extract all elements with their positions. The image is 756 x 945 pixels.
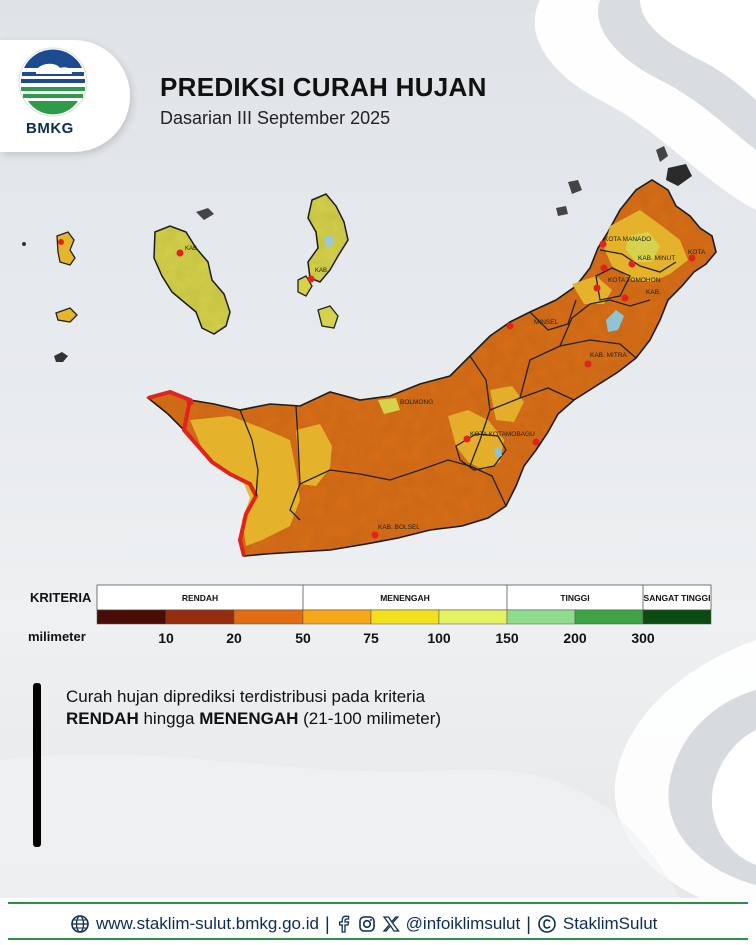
legend-tick-label: 200 (563, 630, 587, 646)
map-label-kota-kotamobagu: KOTA KOTAMOBAGU (470, 431, 535, 438)
talaud-island: KAB. (297, 193, 349, 329)
legend-tick-label: 150 (495, 630, 519, 646)
map-label-kota-tomohon: KOTA TOMOHON (608, 277, 661, 284)
map-label-kab-bolmong: BOLMONG (400, 399, 433, 406)
x-icon[interactable] (382, 915, 400, 933)
description-text: Curah hujan diprediksi terdistribusi pad… (66, 686, 666, 730)
footer-separator-2: | (526, 913, 531, 934)
legend-ticks: 10 20 50 75 100 150 200 300 (158, 630, 655, 646)
legend-category-menengah: MENENGAH (380, 593, 430, 603)
legend-tick-label: 300 (631, 630, 655, 646)
description-line1: Curah hujan diprediksi terdistribusi pad… (66, 687, 426, 706)
facebook-icon[interactable] (336, 915, 352, 933)
globe-icon (70, 914, 90, 934)
legend-swatch (302, 609, 372, 625)
legend-swatch (233, 609, 304, 625)
rainfall-map: KAB. KAB. (22, 146, 717, 557)
legend-category-rendah: RENDAH (182, 593, 218, 603)
legend-tick-label: 100 (427, 630, 451, 646)
footer-social-handle[interactable]: @infoiklimsulut (405, 914, 521, 933)
map-label-kab-bolsel: KAB. BOLSEL (378, 524, 420, 531)
description-bold-menengah: MENENGAH (199, 709, 299, 728)
copyright-icon (537, 914, 557, 934)
legend-tick-label: 50 (295, 630, 311, 646)
note-accent-bar (33, 683, 41, 847)
legend-swatch (96, 609, 167, 625)
legend-category-tinggi: TINGGI (560, 593, 589, 603)
map-label-kab-minut: KAB. MINUT (638, 255, 675, 262)
mainland (146, 179, 717, 557)
legend-category-sangat-tinggi: SANGAT TINGGI (644, 593, 711, 603)
map-label-sangihe: KAB. (185, 246, 199, 252)
footer-content: www.staklim-sulut.bmkg.go.id | @infoikli… (70, 912, 657, 936)
legend-category-frame (96, 584, 712, 611)
footer-website-link[interactable]: www.staklim-sulut.bmkg.go.id (96, 914, 319, 933)
footer (0, 898, 756, 945)
page-title: PREDIKSI CURAH HUJAN (160, 72, 487, 102)
legend-tick-label: 75 (363, 630, 379, 646)
legend-swatch (370, 609, 440, 625)
legend-swatch (165, 609, 235, 625)
footer-channel[interactable]: StaklimSulut (562, 914, 658, 933)
map-label-kota-manado: KOTA MANADO (604, 236, 651, 243)
map-label-sitaro: KAB. (315, 268, 329, 274)
description-tail: (21-100 milimeter) (298, 709, 442, 728)
description-mid: hingga (138, 709, 200, 728)
northern-islets (556, 146, 692, 216)
legend-scale (96, 609, 712, 625)
legend-swatch (642, 609, 712, 625)
legend-milimeter-label: milimeter (28, 629, 86, 644)
legend-swatch (574, 609, 644, 625)
legend-swatch (506, 609, 576, 625)
map-label-kab-mitra: KAB. MITRA (590, 352, 628, 359)
instagram-icon[interactable] (358, 915, 376, 933)
sangihe-island: KAB. (153, 225, 231, 335)
legend-kriteria-label: KRITERIA (30, 590, 92, 605)
map-label-kab-minahasa: KAB. (646, 289, 661, 296)
map-label-kota-bitung: KOTA (688, 249, 706, 256)
footer-separator: | (324, 913, 330, 934)
map-labels: KOTA MANADO KOTA KAB. MINUT KOTA TOMOHON… (378, 236, 706, 531)
footer-bottom-line (8, 938, 748, 940)
legend-swatch (438, 609, 508, 625)
description-bold-rendah: RENDAH (66, 709, 139, 728)
footer-top-line (8, 902, 748, 904)
logo-text: BMKG (26, 120, 74, 137)
legend-tick-label: 20 (226, 630, 242, 646)
map-label-kab-minsel: MINSEL (534, 319, 559, 326)
small-islands (22, 208, 214, 362)
rainfall-legend: KRITERIA milimeter RENDAH MENENGAH TINGG… (28, 584, 712, 646)
page-subtitle: Dasarian III September 2025 (160, 108, 391, 128)
legend-tick-label: 10 (158, 630, 174, 646)
bmkg-logo-card: BMKG (0, 40, 130, 152)
bmkg-logo-icon (18, 47, 88, 117)
